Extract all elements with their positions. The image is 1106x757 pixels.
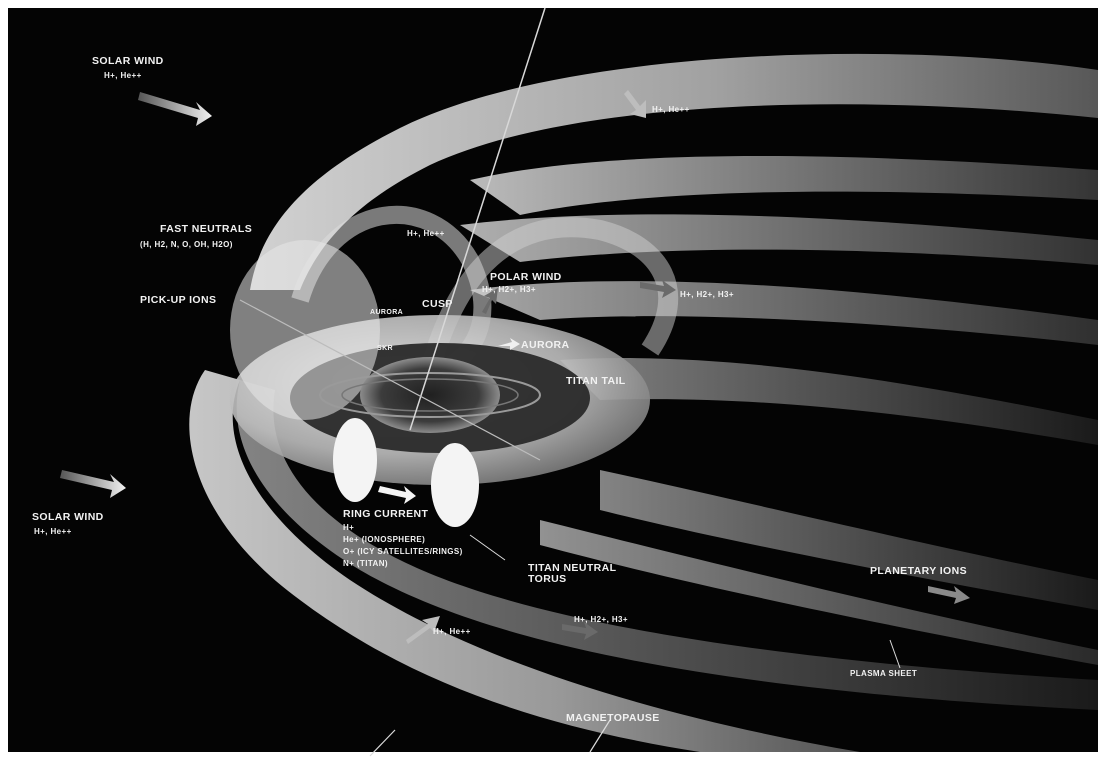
saturn-rings [319, 372, 541, 418]
solar-wind-arrow-bottom [60, 470, 126, 498]
magnetopause-leader-2 [369, 729, 396, 757]
plasma-sheet-band [600, 470, 1098, 610]
solar-wind-top-ions: H+, He++ [104, 71, 142, 80]
cusp-ions: H+, He++ [407, 229, 445, 238]
planetary-ions-label: PLANETARY IONS [870, 565, 967, 577]
magnetopause-lower-shell [189, 370, 860, 752]
fast-neutrals-title: FAST NEUTRALS [160, 223, 252, 235]
bottom-flow-ions: H+, He++ [433, 627, 471, 636]
field-band-4 [560, 358, 1098, 445]
titan-neutral-torus-line2: TORUS [528, 573, 567, 585]
magnetopause-label: MAGNETOPAUSE [566, 712, 660, 724]
solar-wind-arrow-top [138, 92, 212, 126]
titan-tail-label: TITAN TAIL [566, 375, 626, 387]
ring-current-tube-left [333, 418, 377, 502]
flow-arrow-top [624, 90, 646, 118]
aurora-small-label: AURORA [370, 309, 403, 316]
flow-arrow-bottom-left [406, 616, 440, 644]
ring-current-arrow [378, 486, 416, 504]
dayside-shell [230, 240, 380, 420]
ring-current-ion4: N+ (TITAN) [343, 559, 388, 568]
planetary-ions-arrow [928, 586, 970, 604]
cusp-label: CUSP [422, 298, 453, 310]
ring-current-tube-right [431, 443, 479, 527]
plasma-sheet-label: PLASMA SHEET [850, 669, 917, 678]
magnetopause-leader [589, 719, 611, 753]
flow-arrow-bottom-mid [562, 622, 598, 640]
saturn-planet [360, 357, 500, 433]
titan-neutral-torus-line1: TITAN NEUTRAL [528, 562, 617, 574]
rotation-axis [409, 7, 546, 431]
ring-current-ion2: He+ (IONOSPHERE) [343, 535, 425, 544]
bottom-planetary-ions: H+, H2+, H3+ [574, 615, 628, 624]
dipole-line [239, 299, 541, 461]
tail-lower-band [540, 520, 1098, 665]
solar-wind-bottom-title: SOLAR WIND [32, 511, 104, 523]
field-band-3 [470, 281, 1098, 345]
fast-neutrals-species: (H, H2, N, O, OH, H2O) [140, 240, 233, 249]
polar-wind-arrow [482, 288, 498, 314]
torus-leader [469, 534, 506, 561]
top-flow-ions: H+, He++ [652, 105, 690, 114]
pick-up-ions-label: PICK-UP IONS [140, 294, 216, 306]
ring-current-title: RING CURRENT [343, 508, 428, 520]
ring-current-ion3: O+ (ICY SATELLITES/RINGS) [343, 547, 463, 556]
right-flow-ions: H+, H2+, H3+ [680, 290, 734, 299]
polar-wind-ions: H+, H2+, H3+ [482, 285, 536, 294]
aurora-arrow [498, 338, 520, 350]
saturn-rings-inner [341, 378, 519, 412]
skr-label: SKR [377, 345, 393, 352]
aurora-label: AURORA [521, 339, 569, 351]
plasma-sheet-leader [889, 639, 901, 669]
solar-wind-top-title: SOLAR WIND [92, 55, 164, 67]
flow-arrow-right [640, 280, 676, 298]
magnetosheath-lower-band [236, 380, 1098, 710]
ring-current-ion1: H+ [343, 523, 354, 532]
polar-wind-title: POLAR WIND [490, 271, 562, 283]
magnetopause-upper-shell [250, 53, 1098, 290]
solar-wind-bottom-ions: H+, He++ [34, 527, 72, 536]
field-band-1 [470, 156, 1098, 215]
